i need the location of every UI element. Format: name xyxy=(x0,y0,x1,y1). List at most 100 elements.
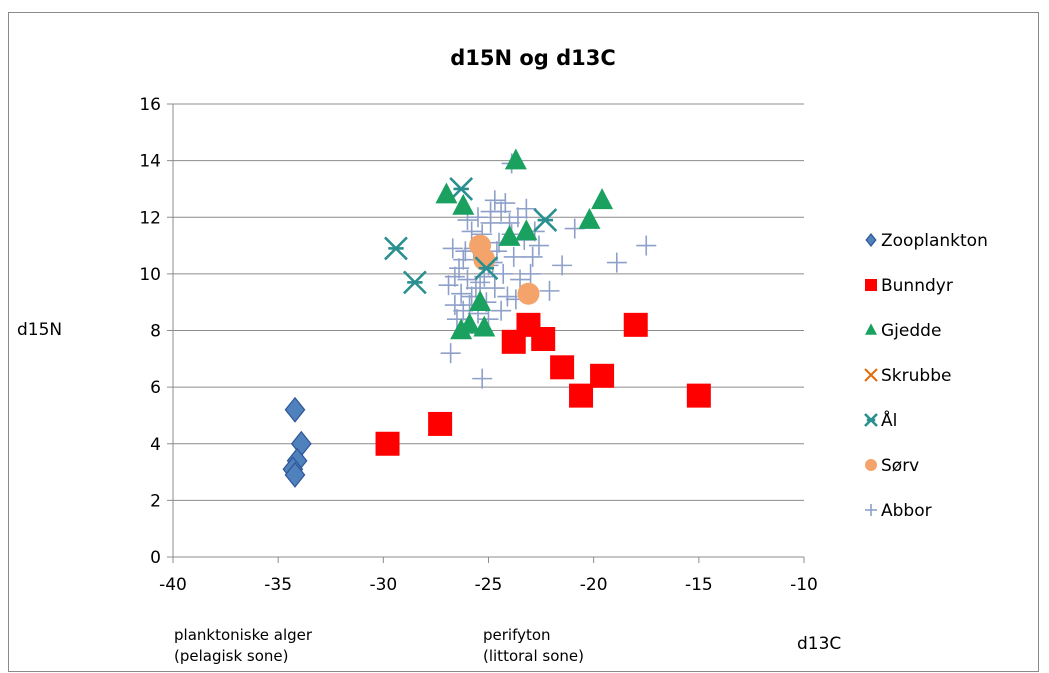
series-2 xyxy=(435,148,614,340)
point-6-5 xyxy=(606,252,627,273)
point-6-43 xyxy=(497,286,518,307)
legend-marker-3 xyxy=(864,368,878,382)
y-tick-label-5: 10 xyxy=(139,265,161,285)
point-6-34 xyxy=(480,212,501,233)
legend-label-4: Ål xyxy=(881,409,897,431)
series-0 xyxy=(282,396,312,488)
point-1-0 xyxy=(375,431,400,456)
point-6-29 xyxy=(451,283,472,304)
legend-marker-0 xyxy=(865,233,877,247)
legend-marker-4 xyxy=(864,413,878,427)
x-tick-label-2: -30 xyxy=(369,575,397,595)
point-6-3 xyxy=(552,255,573,276)
data-points xyxy=(282,148,711,488)
y-axis-label: d15N xyxy=(17,320,62,340)
legend-label-1: Bunndyr xyxy=(881,276,953,296)
point-6-21 xyxy=(507,207,528,228)
point-6-51 xyxy=(438,275,459,296)
point-2-4 xyxy=(591,188,614,210)
x-tick-label-0: -40 xyxy=(159,575,187,595)
axes xyxy=(167,103,805,563)
y-tick-label-1: 2 xyxy=(150,491,161,511)
point-6-12 xyxy=(461,221,482,242)
point-0-0 xyxy=(284,396,306,423)
point-4-3 xyxy=(533,208,558,233)
y-tick-label-8: 16 xyxy=(139,95,161,115)
point-2-1 xyxy=(452,193,475,215)
legend-label-3: Skrubbe xyxy=(881,366,951,386)
point-6-25 xyxy=(484,278,505,299)
point-1-8 xyxy=(623,312,648,337)
x-tick-labels: -40 -35 -30 -25 -20 -15 -10 xyxy=(159,575,818,595)
point-6-7 xyxy=(539,280,560,301)
point-4-2 xyxy=(449,177,474,201)
point-6-10 xyxy=(495,193,516,214)
point-6-14 xyxy=(449,258,470,279)
point-6-35 xyxy=(491,201,512,222)
point-1-7 xyxy=(590,363,615,388)
point-2-6 xyxy=(450,318,473,340)
x-tick-label-4: -20 xyxy=(580,575,608,595)
point-6-45 xyxy=(522,246,543,267)
legend-marker-2 xyxy=(865,323,877,335)
chart-frame: d15N og d13C 0 2 4 6 8 10 12 14 16 -40 -35 -30 -25-… xyxy=(8,12,1039,672)
point-6-16 xyxy=(465,278,486,299)
point-6-15 xyxy=(457,269,478,290)
point-2-2 xyxy=(504,148,527,170)
point-6-42 xyxy=(446,309,467,330)
point-2-8 xyxy=(498,224,521,246)
series-1 xyxy=(375,312,711,456)
point-6-52 xyxy=(444,295,465,316)
point-1-5 xyxy=(550,355,575,380)
annotation-littoral-line1: perifyton xyxy=(483,626,551,644)
y-tick-label-2: 4 xyxy=(150,435,161,455)
y-tick-label-6: 12 xyxy=(139,208,161,228)
y-tick-labels: 0 2 4 6 8 10 12 14 16 xyxy=(139,95,161,568)
x-tick-label-5: -15 xyxy=(685,575,713,595)
x-tick-label-6: -10 xyxy=(790,575,818,595)
point-4-0 xyxy=(384,236,408,261)
point-6-46 xyxy=(516,198,537,219)
x-tick-label-1: -35 xyxy=(264,575,292,595)
point-5-0 xyxy=(517,282,540,305)
point-6-54 xyxy=(491,300,512,321)
point-2-7 xyxy=(473,315,496,337)
legend-marker-6 xyxy=(865,504,877,516)
legend-label-0: Zooplankton xyxy=(881,231,988,251)
point-4-1 xyxy=(402,270,427,295)
point-6-44 xyxy=(510,269,531,290)
series-5 xyxy=(469,234,540,305)
point-6-23 xyxy=(503,246,524,267)
legend-marker-1 xyxy=(865,279,877,291)
y-tick-label-7: 14 xyxy=(139,152,161,172)
point-6-48 xyxy=(467,207,488,228)
point-6-8 xyxy=(520,263,541,284)
point-2-9 xyxy=(515,219,538,241)
point-6-47 xyxy=(484,190,505,211)
point-6-50 xyxy=(442,238,463,259)
point-1-9 xyxy=(686,383,711,408)
legend-label-5: Sørv xyxy=(881,456,919,476)
point-0-4 xyxy=(284,461,306,488)
annotation-pelagic-line1: planktoniske alger xyxy=(174,626,313,644)
point-2-10 xyxy=(469,290,492,311)
y-tick-label-4: 8 xyxy=(150,322,161,342)
point-6-24 xyxy=(493,263,514,284)
point-1-1 xyxy=(428,411,453,436)
point-1-4 xyxy=(531,326,556,351)
series-4 xyxy=(384,177,558,295)
point-2-3 xyxy=(578,207,601,229)
point-4-4 xyxy=(474,256,499,281)
legend-label-2: Gjedde xyxy=(881,321,941,341)
legend-label-6: Abbor xyxy=(881,501,932,521)
point-6-9 xyxy=(528,235,549,256)
annotation-pelagic-line2: (pelagisk sone) xyxy=(174,647,289,665)
y-tick-label-0: 0 xyxy=(150,548,161,568)
point-6-31 xyxy=(453,249,474,270)
x-tick-label-3: -25 xyxy=(475,575,503,595)
series-6 xyxy=(438,153,657,389)
y-tick-label-3: 6 xyxy=(150,378,161,398)
point-6-0 xyxy=(440,343,461,364)
chart-title: d15N og d13C xyxy=(450,46,616,70)
